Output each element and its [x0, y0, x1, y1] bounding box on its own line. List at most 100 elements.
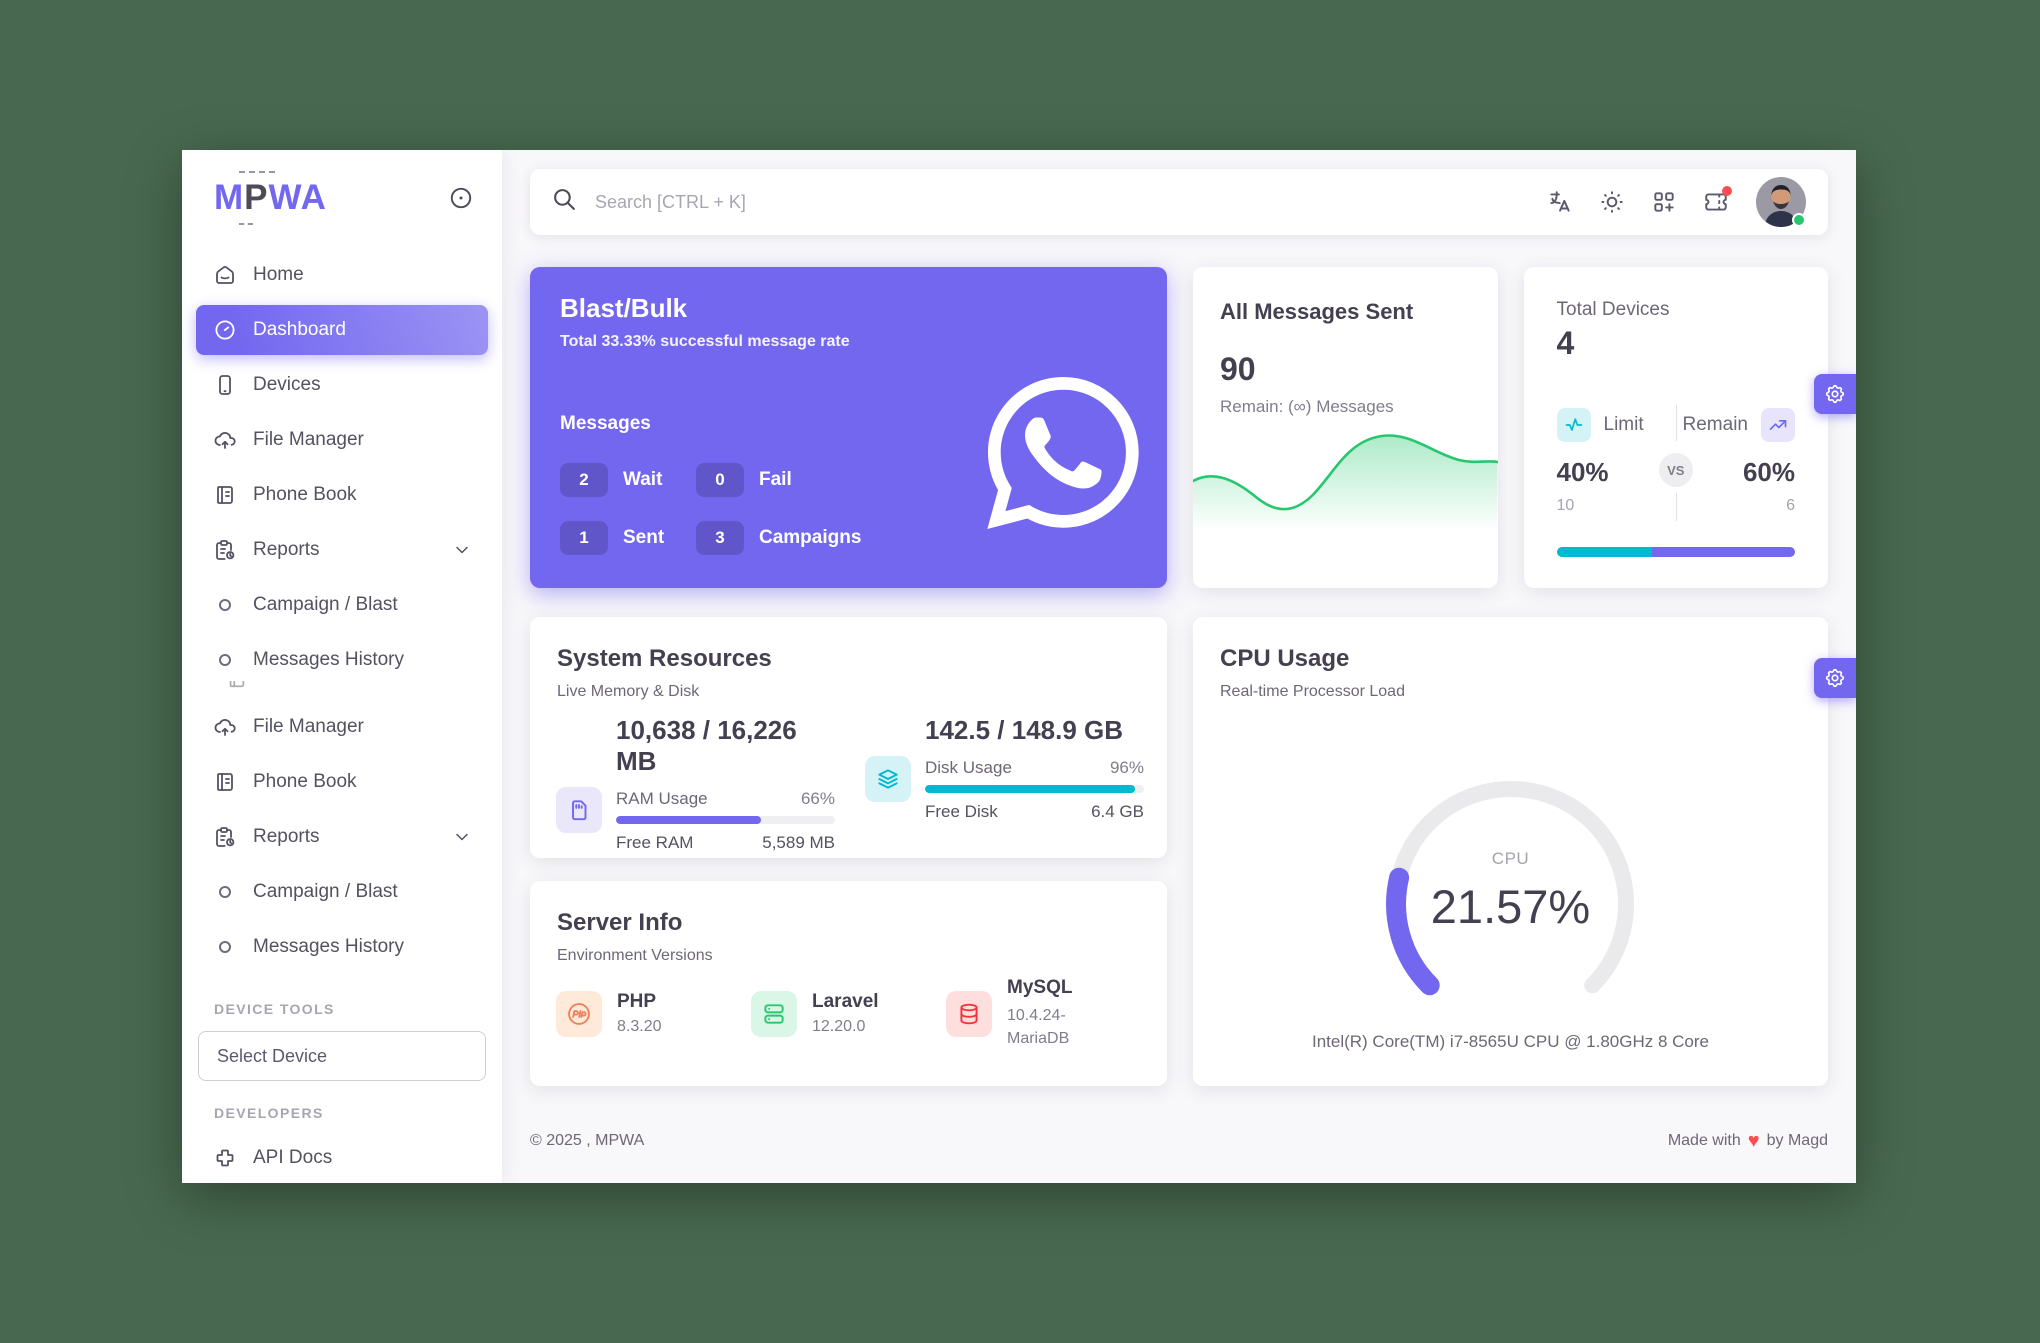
app-window: MPWA Home Dashboard Devices File Manager [182, 150, 1856, 1183]
clipped-menu-item-artifact [226, 681, 488, 696]
cpu-gauge-label: CPU [1491, 849, 1530, 868]
sidebar-item-reports-2[interactable]: Reports [196, 812, 488, 862]
disk-progress-fill [925, 785, 1136, 793]
sidebar-item-campaign-blast-2[interactable]: Campaign / Blast [196, 867, 488, 917]
all-messages-sent-card: All Messages Sent 90 Remain: (∞) Message… [1193, 267, 1498, 588]
sys-subtitle: Live Memory & Disk [557, 683, 700, 700]
stat-sent-value: 1 [560, 521, 608, 555]
td-remain-pct: 60% [1742, 457, 1795, 487]
bullet-circle-icon [212, 934, 238, 960]
blast-bulk-card: Blast/Bulk Total 33.33% successful messa… [530, 267, 1167, 588]
disk-free-value: 6.4 GB [1091, 802, 1144, 821]
blast-messages-label: Messages [560, 413, 651, 434]
ram-free-label: Free RAM [616, 833, 694, 852]
main-content: Search [CTRL + K] [502, 150, 1856, 1183]
sidebar-item-devices[interactable]: Devices [196, 360, 488, 410]
td-remain-count: 6 [1786, 497, 1795, 514]
ams-title: All Messages Sent [1220, 299, 1414, 324]
light-mode-icon[interactable] [1590, 180, 1634, 224]
footer-made-suffix: by Magd [1766, 1132, 1828, 1149]
sidebar-item-messages-history-2[interactable]: Messages History [196, 922, 488, 972]
sidebar-item-reports[interactable]: Reports [196, 525, 488, 575]
select-device-dropdown[interactable]: Select Device [198, 1031, 486, 1081]
php-version: 8.3.20 [617, 1018, 662, 1036]
laravel-name: Laravel [812, 991, 879, 1013]
search-input[interactable]: Search [CTRL + K] [552, 187, 1538, 217]
cloud-upload-icon [212, 714, 238, 740]
sidebar-item-label: Phone Book [253, 771, 357, 792]
disk-usage-label: Disk Usage [925, 758, 1012, 777]
search-icon [552, 187, 577, 217]
mysql-item: MySQL 10.4.24-MariaDB [946, 977, 1141, 1050]
ams-remain: Remain: (∞) Messages [1220, 397, 1394, 416]
app-logo[interactable]: MPWA [214, 171, 327, 225]
customizer-gear-button-2[interactable] [1814, 658, 1856, 698]
chevron-down-icon [452, 540, 472, 560]
sidebar-item-label: Home [253, 264, 304, 285]
sidebar-item-phone-book[interactable]: Phone Book [196, 470, 488, 520]
sidebar-item-label: File Manager [253, 429, 364, 450]
disk-usage-pct: 96% [1109, 758, 1144, 777]
ams-value: 90 [1220, 351, 1256, 387]
trending-up-icon [1761, 408, 1795, 442]
blast-title: Blast/Bulk [560, 293, 688, 323]
php-icon [556, 990, 602, 1037]
online-status-dot [1792, 213, 1806, 227]
stat-wait-label: Wait [623, 469, 663, 490]
sidebar-item-api-docs[interactable]: API Docs [196, 1133, 488, 1183]
sidebar-item-messages-history[interactable]: Messages History [196, 635, 488, 685]
sidebar-item-label: Reports [253, 826, 320, 847]
apps-icon[interactable] [1642, 180, 1686, 224]
sidebar-item-phone-book-2[interactable]: Phone Book [196, 757, 488, 807]
sidebar-nav: Home Dashboard Devices File Manager Phon… [182, 224, 502, 972]
stat-fail-label: Fail [759, 469, 792, 490]
td-vs-badge: VS [1658, 453, 1693, 487]
srv-subtitle: Environment Versions [557, 947, 713, 964]
avatar[interactable] [1756, 177, 1806, 227]
server-info-card: Server Info Environment Versions PHP 8.3… [530, 881, 1167, 1086]
sidebar-item-dashboard[interactable]: Dashboard [196, 305, 488, 355]
bullet-circle-icon [212, 879, 238, 905]
system-resources-card: System Resources Live Memory & Disk 10,6… [530, 617, 1167, 858]
chevron-down-icon [452, 827, 472, 847]
disk-progress-track [925, 785, 1144, 793]
td-limit-pct: 40% [1556, 457, 1609, 487]
sidebar-item-label: Reports [253, 539, 320, 560]
stat-fail: 0 Fail [696, 463, 792, 497]
cpu-gauge-chart [1385, 781, 1634, 996]
sidebar-item-file-manager-2[interactable]: File Manager [196, 702, 488, 752]
sidebar-item-campaign-blast[interactable]: Campaign / Blast [196, 580, 488, 630]
td-progress-remain [1651, 547, 1795, 557]
ram-usage-label: RAM Usage [616, 789, 708, 808]
messages-area-chart [1193, 434, 1498, 531]
disk-free-label: Free Disk [925, 802, 998, 821]
sidebar-collapse-toggle-icon[interactable] [446, 183, 476, 213]
footer-made-prefix: Made with [1667, 1132, 1741, 1149]
top-navbar: Search [CTRL + K] [530, 169, 1828, 235]
sidebar-item-file-manager[interactable]: File Manager [196, 415, 488, 465]
cpu-subtitle: Real-time Processor Load [1220, 683, 1405, 700]
api-docs-icon [212, 1145, 238, 1171]
search-placeholder: Search [CTRL + K] [595, 191, 746, 212]
layers-icon [865, 756, 911, 802]
language-icon[interactable] [1538, 180, 1582, 224]
php-item: PHP 8.3.20 [556, 990, 751, 1037]
stat-campaigns-label: Campaigns [759, 527, 862, 548]
select-device-value: Select Device [217, 1045, 328, 1066]
report-icon [212, 824, 238, 850]
server-icon [751, 990, 797, 1037]
sidebar-item-home[interactable]: Home [196, 250, 488, 300]
footer-copyright: © 2025 , MPWA [530, 1132, 645, 1149]
customizer-gear-button-1[interactable] [1814, 374, 1856, 414]
logo-row: MPWA [182, 150, 502, 225]
td-progress-bar [1556, 547, 1795, 557]
phone-book-icon [212, 769, 238, 795]
cloud-upload-icon [212, 427, 238, 453]
bullet-circle-icon [212, 592, 238, 618]
ram-column: 10,638 / 16,226 MB RAM Usage 66% Free RAM… [556, 715, 835, 853]
notification-dot [1722, 186, 1732, 196]
sidebar-item-label: Messages History [253, 649, 404, 670]
td-legend: Limit Remain [1556, 407, 1795, 443]
sidebar-item-label: File Manager [253, 716, 364, 737]
ticket-icon[interactable] [1694, 180, 1738, 224]
